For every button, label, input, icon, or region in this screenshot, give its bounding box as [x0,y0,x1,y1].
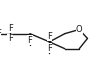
Text: F: F [8,34,13,43]
Text: F: F [27,36,32,45]
Text: F: F [8,24,13,33]
Text: F: F [0,29,1,38]
Text: O: O [76,25,83,34]
Text: F: F [47,32,52,41]
Text: F: F [47,44,52,53]
